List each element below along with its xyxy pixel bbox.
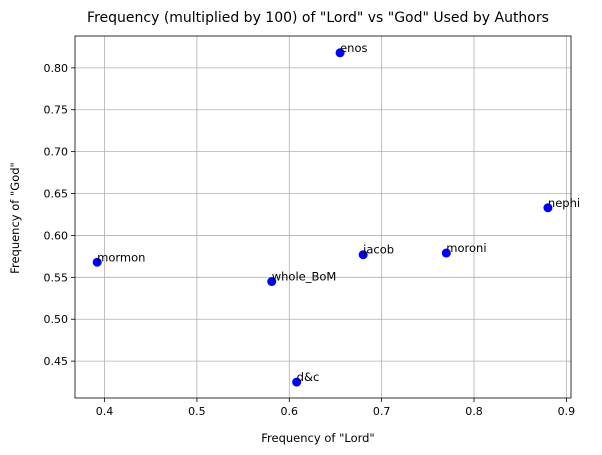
data-point-whole_BoM [267,277,277,287]
y-tick-label: 0.50 [44,313,69,326]
point-label-whole_BoM: whole_BoM [272,270,337,284]
y-tick-label: 0.70 [44,146,69,159]
y-tick-label: 0.55 [44,271,69,284]
x-tick-label: 0.6 [281,405,299,418]
y-tick-label: 0.75 [44,104,69,117]
y-tick-label: 0.80 [44,62,69,75]
data-point-mormon [92,257,102,267]
x-tick-label: 0.4 [96,405,114,418]
data-point-d&c [292,377,302,387]
point-label-moroni: moroni [446,241,486,255]
x-tick-label: 0.7 [373,405,391,418]
y-tick-label: 0.45 [44,355,69,368]
y-tick-label: 0.60 [44,229,69,242]
point-label-nephi: nephi [548,196,580,210]
data-point-nephi [543,203,553,213]
grid [75,36,571,398]
x-tick-label: 0.5 [188,405,206,418]
data-point-enos [335,48,345,58]
data-point-moroni [441,248,451,258]
point-label-d&c: d&c [297,370,320,384]
y-tick-label: 0.65 [44,188,69,201]
point-label-jacob: jacob [362,243,394,257]
x-tick-label: 0.9 [558,405,576,418]
axis-ticks: 0.4 0.5 0.6 0.7 0.8 0.9 0.45 0.50 0.55 0.60 0.65 0.… [44,62,576,418]
data-points: enos nephi moroni jacob mormon whole_BoM d&c [92,41,580,387]
point-label-mormon: mormon [97,250,145,264]
point-label-enos: enos [340,41,367,55]
y-axis-label: Frequency of "God" [8,162,22,274]
x-tick-label: 0.8 [465,405,483,418]
plot-frame [74,35,572,399]
x-axis-label: Frequency of "Lord" [261,431,374,445]
chart-title: Frequency (multiplied by 100) of "Lord" … [87,10,549,26]
data-point-jacob [358,250,368,260]
